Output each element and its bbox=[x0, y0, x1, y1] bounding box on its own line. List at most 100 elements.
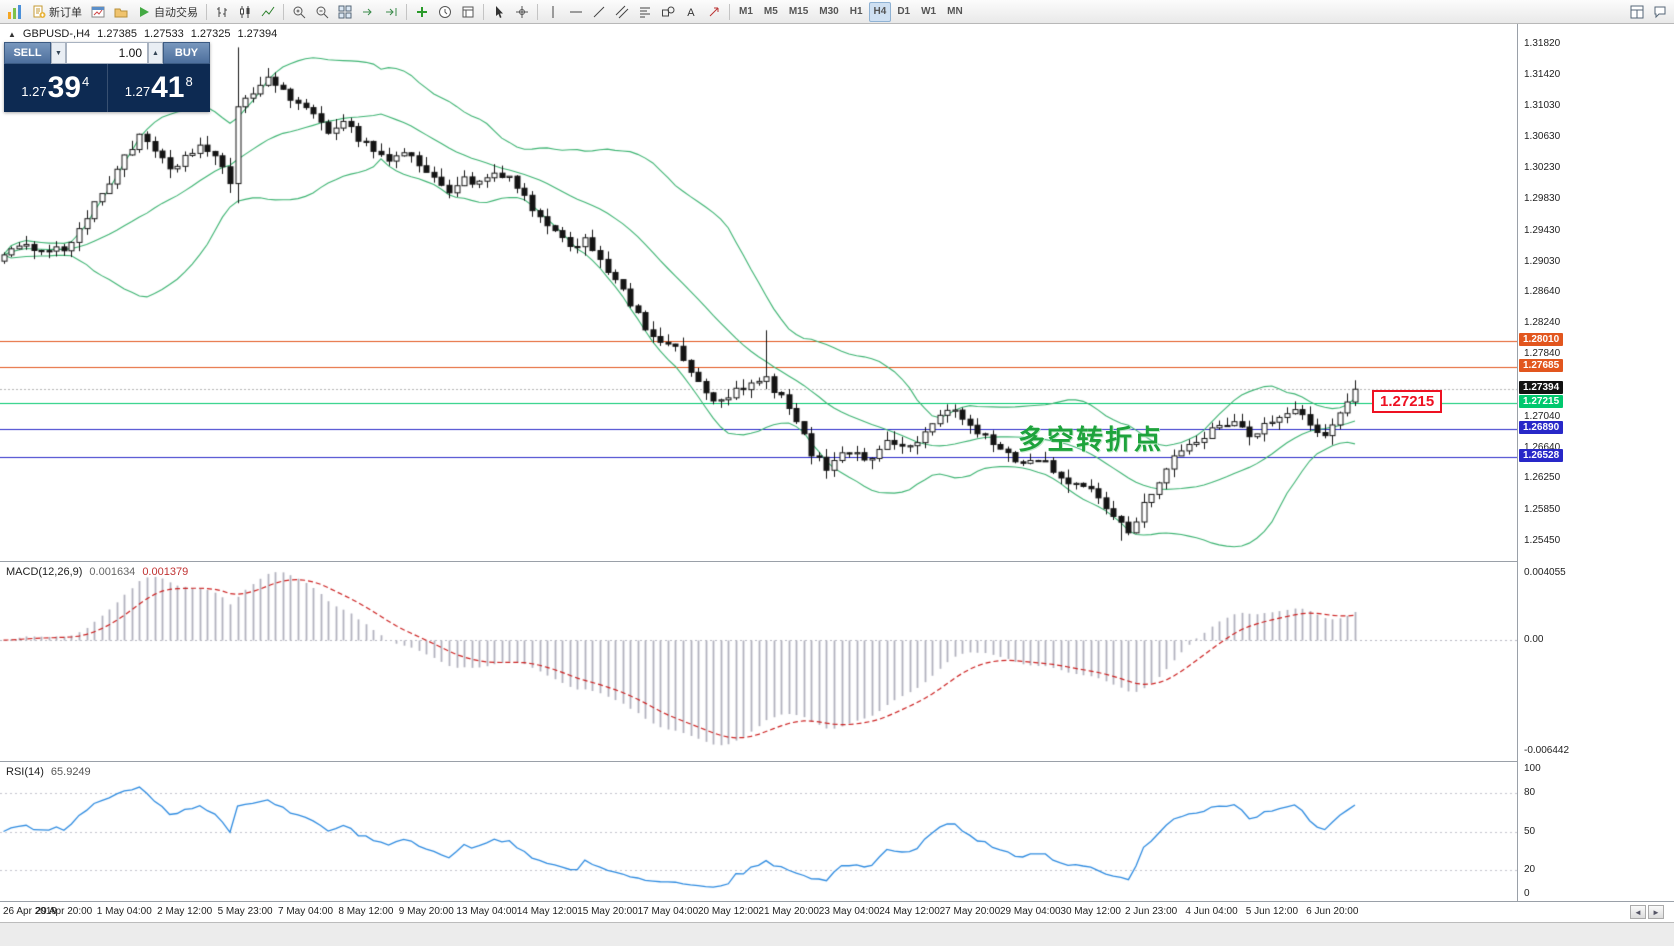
shapes-tool-button[interactable] bbox=[657, 2, 679, 22]
time-axis[interactable]: ◄ ► 26 Apr 2019 29 Apr 20:00 1 May 04:00 2 … bbox=[0, 902, 1674, 922]
timeframe-m1-button[interactable]: M1 bbox=[734, 2, 758, 22]
price-callout-box: 1.27215 bbox=[1372, 390, 1443, 413]
timeframe-mn-button[interactable]: MN bbox=[942, 2, 968, 22]
scroll-right-button[interactable]: ► bbox=[1648, 905, 1664, 919]
svg-text:A: A bbox=[687, 7, 695, 19]
rsi-level: 20 bbox=[1524, 863, 1536, 875]
time-label: 20 May 12:00 bbox=[697, 906, 759, 917]
zoom-out-button[interactable] bbox=[311, 2, 333, 22]
panel-divider[interactable] bbox=[0, 561, 1674, 562]
new-order-icon bbox=[32, 5, 46, 19]
buy-button[interactable]: BUY bbox=[163, 42, 210, 64]
toolbar-separator bbox=[537, 3, 538, 20]
macd-panel-canvas[interactable] bbox=[0, 562, 1517, 761]
sell-price-pip: 4 bbox=[81, 74, 90, 89]
volume-input[interactable]: 1.00 bbox=[66, 42, 148, 64]
rsi-indicator-label: RSI(14) 65.9249 bbox=[6, 766, 91, 778]
time-label: 15 May 20:00 bbox=[577, 906, 638, 917]
timeframe-m15-button[interactable]: M15 bbox=[784, 2, 813, 22]
toolbar-separator bbox=[283, 3, 284, 20]
zoom-in-button[interactable] bbox=[288, 2, 310, 22]
time-label: 13 May 04:00 bbox=[456, 906, 517, 917]
vertical-line-tool-button[interactable] bbox=[542, 2, 564, 22]
macd-signal-value: 0.001379 bbox=[142, 566, 189, 578]
profiles-button[interactable] bbox=[110, 2, 132, 22]
candlestick-chart-button[interactable] bbox=[234, 2, 256, 22]
timeframe-m5-button[interactable]: M5 bbox=[759, 2, 783, 22]
time-label: 26 Apr 2019 bbox=[3, 906, 57, 917]
clock-icon bbox=[438, 5, 452, 19]
indicators-button[interactable] bbox=[411, 2, 433, 22]
price-tick: 1.28240 bbox=[1524, 317, 1561, 329]
buy-price-display[interactable]: 1.27 41 8 bbox=[108, 64, 211, 112]
time-label: 27 May 20:00 bbox=[939, 906, 1001, 917]
fibonacci-tool-button[interactable] bbox=[634, 2, 656, 22]
bar-chart-button[interactable] bbox=[211, 2, 233, 22]
tile-windows-button[interactable] bbox=[334, 2, 356, 22]
panel-divider bbox=[0, 901, 1674, 902]
chart-symbol: GBPUSD-,H4 bbox=[22, 28, 91, 40]
price-tick: 1.29030 bbox=[1524, 255, 1561, 267]
text-tool-button[interactable]: A bbox=[680, 2, 702, 22]
price-axis[interactable]: 1.31820 1.31420 1.31030 1.30630 1.30230 1.298… bbox=[1517, 24, 1674, 901]
rsi-name: RSI(14) bbox=[6, 766, 44, 778]
chart-window-icon bbox=[91, 5, 105, 19]
price-tick: 1.31820 bbox=[1524, 38, 1561, 50]
time-label: 24 May 12:00 bbox=[879, 906, 940, 917]
trendline-tool-button[interactable] bbox=[588, 2, 610, 22]
autotrade-button[interactable]: 自动交易 bbox=[133, 2, 202, 22]
crosshair-button[interactable] bbox=[511, 2, 533, 22]
arrows-tool-button[interactable] bbox=[703, 2, 725, 22]
text-icon: A bbox=[684, 5, 698, 19]
price-level-badge: 1.27685 bbox=[1519, 358, 1564, 372]
templates-button[interactable] bbox=[457, 2, 479, 22]
timeframe-h4-button[interactable]: H4 bbox=[868, 1, 892, 22]
volume-increase-button[interactable]: ▲ bbox=[148, 42, 163, 64]
price-tick: 1.27840 bbox=[1524, 348, 1561, 360]
tile-windows-icon bbox=[338, 5, 352, 19]
time-label: 6 Jun 20:00 bbox=[1306, 906, 1359, 917]
autotrade-label: 自动交易 bbox=[154, 6, 198, 19]
timeframe-w1-button[interactable]: W1 bbox=[916, 2, 941, 22]
price-level-badge: 1.27215 bbox=[1519, 395, 1564, 409]
volume-decrease-button[interactable]: ▼ bbox=[51, 42, 66, 64]
chat-button[interactable] bbox=[1649, 2, 1671, 22]
rsi-value: 65.9249 bbox=[50, 766, 91, 778]
price-level-badge: 1.28010 bbox=[1519, 333, 1564, 347]
channel-tool-button[interactable] bbox=[611, 2, 633, 22]
rsi-panel-canvas[interactable] bbox=[0, 762, 1517, 901]
time-label: 1 May 04:00 bbox=[96, 906, 152, 917]
new-order-button[interactable]: 新订单 bbox=[28, 2, 86, 22]
autotrade-play-icon bbox=[137, 5, 151, 19]
chart-header: ▲ GBPUSD-,H4 1.27385 1.27533 1.27325 1.2… bbox=[8, 28, 277, 40]
time-label: 21 May 20:00 bbox=[758, 906, 819, 917]
timeframe-h1-button[interactable]: H1 bbox=[845, 2, 868, 22]
chart-shift-button[interactable] bbox=[380, 2, 402, 22]
line-chart-button[interactable] bbox=[257, 2, 279, 22]
horizontal-line-tool-button[interactable] bbox=[565, 2, 587, 22]
ohlc-open: 1.27385 bbox=[97, 28, 137, 40]
chat-icon bbox=[1653, 5, 1667, 19]
line-chart-icon bbox=[261, 5, 275, 19]
toolbar-separator bbox=[406, 3, 407, 20]
candlestick-chart-icon bbox=[238, 5, 252, 19]
panel-divider[interactable] bbox=[0, 761, 1674, 762]
toolbar-separator bbox=[729, 3, 730, 20]
cursor-button[interactable] bbox=[488, 2, 510, 22]
timeframe-m30-button[interactable]: M30 bbox=[814, 2, 843, 22]
buy-price-pip: 8 bbox=[185, 74, 193, 89]
macd-indicator-label: MACD(12,26,9) 0.001634 0.001379 bbox=[6, 566, 188, 578]
toolbar-separator bbox=[483, 3, 484, 20]
toolbar: 新订单 自动交易 A M1 M5 M15 M30 H1 bbox=[0, 0, 1674, 24]
timeframe-d1-button[interactable]: D1 bbox=[892, 2, 915, 22]
auto-scroll-button[interactable] bbox=[357, 2, 379, 22]
sell-button[interactable]: SELL bbox=[4, 42, 51, 64]
shapes-icon bbox=[661, 5, 675, 19]
chart-window-button[interactable] bbox=[87, 2, 109, 22]
panel-collapse-icon[interactable]: ▲ bbox=[8, 29, 16, 39]
periods-button[interactable] bbox=[434, 2, 456, 22]
sell-price-display[interactable]: 1.27 39 4 bbox=[4, 64, 108, 112]
main-chart-canvas[interactable] bbox=[0, 24, 1517, 561]
layout-button[interactable] bbox=[1626, 2, 1648, 22]
scroll-left-button[interactable]: ◄ bbox=[1630, 905, 1646, 919]
